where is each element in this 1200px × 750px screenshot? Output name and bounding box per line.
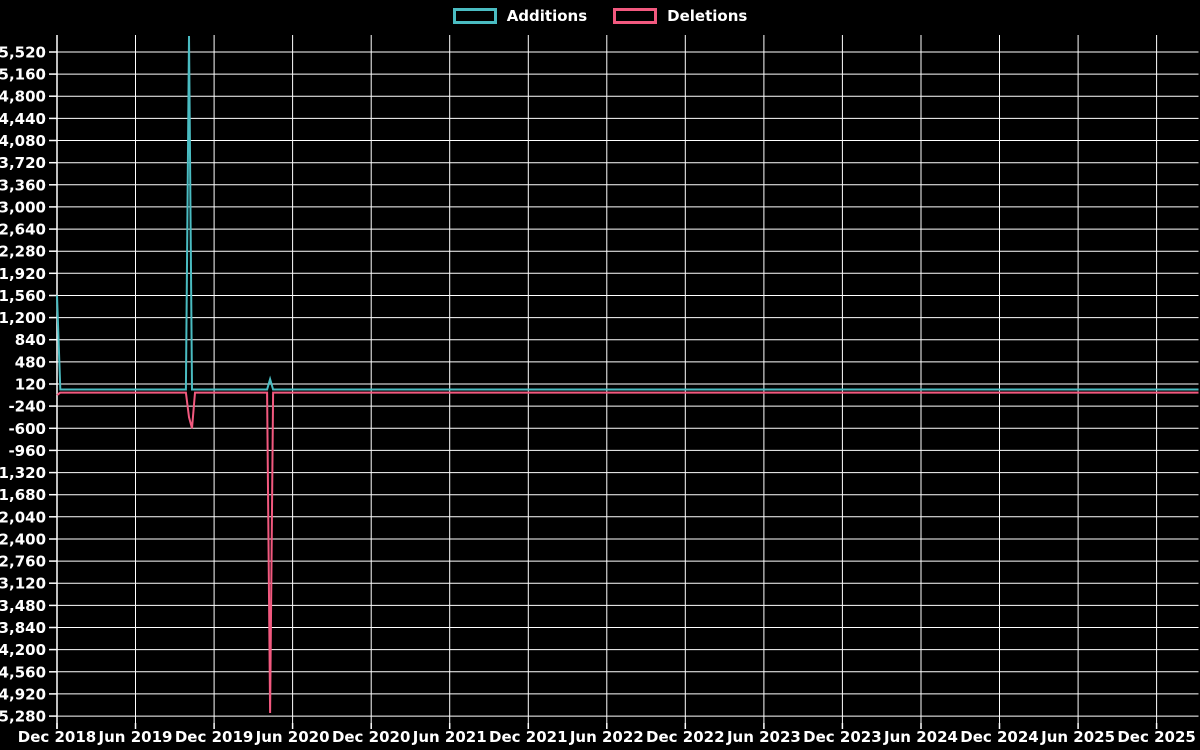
- y-tick-label: 3,720: [0, 154, 46, 172]
- x-tick-label: Jun 2022: [569, 728, 644, 746]
- x-tick-label: Dec 2018: [18, 728, 97, 746]
- y-tick-label: 3,360: [0, 176, 46, 194]
- x-tick-label: Dec 2022: [646, 728, 725, 746]
- y-tick-label: 120: [15, 376, 46, 394]
- x-tick-label: Jun 2020: [255, 728, 330, 746]
- y-tick-label: 1,560: [0, 287, 46, 305]
- y-tick-label: 840: [15, 331, 46, 349]
- y-tick-label: 480: [15, 353, 46, 371]
- y-tick-label: 4,440: [0, 110, 46, 128]
- y-tick-label: -5,280: [0, 708, 46, 726]
- y-tick-label: 5,520: [0, 44, 46, 62]
- additions-line: [56, 35, 1199, 391]
- deletions-line: [56, 391, 1199, 714]
- y-tick-label: -3,840: [0, 619, 46, 637]
- y-tick-label: 4,080: [0, 132, 46, 150]
- x-tick-label: Jun 2019: [98, 728, 173, 746]
- legend-item-additions[interactable]: Additions: [452, 6, 588, 25]
- y-tick-label: -240: [8, 398, 46, 416]
- deletions-swatch-icon: [613, 8, 658, 24]
- chart-legend: Additions Deletions: [0, 8, 1200, 24]
- y-tick-label: -600: [8, 420, 46, 438]
- y-tick-label: -2,760: [0, 553, 46, 571]
- y-tick-label: -4,560: [0, 663, 46, 681]
- x-tick-label: Dec 2023: [803, 728, 882, 746]
- x-tick-label: Jun 2023: [726, 728, 801, 746]
- y-tick-label: -960: [8, 442, 46, 460]
- y-tick-label: 1,200: [0, 309, 46, 327]
- y-tick-label: 2,640: [0, 221, 46, 239]
- y-tick-label: 4,800: [0, 88, 46, 106]
- y-tick-label: -4,920: [0, 685, 46, 703]
- y-tick-label: 2,280: [0, 243, 46, 261]
- additions-swatch-icon: [452, 8, 497, 24]
- x-tick-label: Dec 2021: [489, 728, 568, 746]
- additions-legend-label: Additions: [506, 6, 588, 25]
- y-tick-label: 1,920: [0, 265, 46, 283]
- x-tick-label: Jun 2021: [412, 728, 487, 746]
- y-tick-label: -1,680: [0, 486, 46, 504]
- x-tick-label: Jun 2025: [1040, 728, 1115, 746]
- x-tick-label: Dec 2019: [175, 728, 254, 746]
- y-tick-label: -3,480: [0, 597, 46, 615]
- x-tick-label: Dec 2020: [332, 728, 411, 746]
- x-tick-label: Jun 2024: [883, 728, 958, 746]
- y-tick-label: -4,200: [0, 641, 46, 659]
- deletions-legend-label: Deletions: [667, 6, 748, 25]
- y-tick-label: 5,160: [0, 66, 46, 84]
- y-tick-label: 3,000: [0, 198, 46, 216]
- y-tick-label: -2,040: [0, 508, 46, 526]
- y-tick-label: -2,400: [0, 531, 46, 549]
- y-tick-label: -3,120: [0, 575, 46, 593]
- y-tick-label: -1,320: [0, 464, 46, 482]
- legend-item-deletions[interactable]: Deletions: [613, 8, 747, 24]
- x-tick-label: Dec 2024: [960, 728, 1039, 746]
- x-tick-label: Dec 2025: [1117, 728, 1196, 746]
